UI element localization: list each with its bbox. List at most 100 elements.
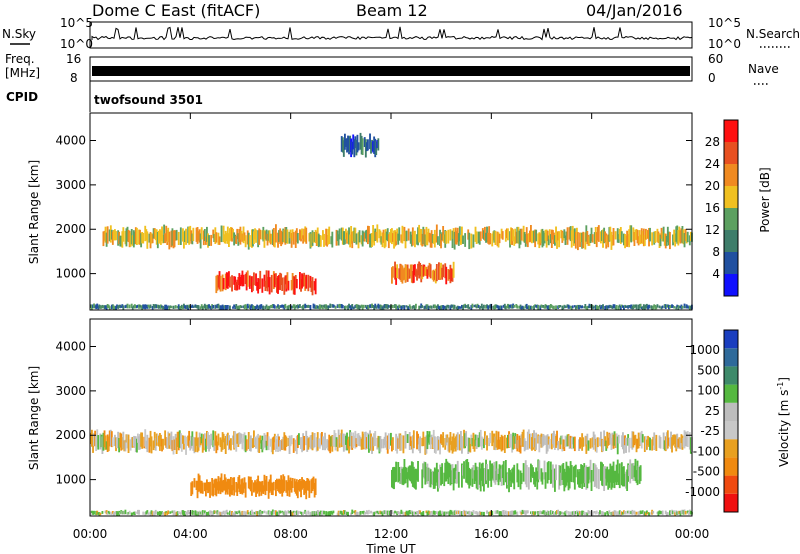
data-cell: [331, 231, 334, 248]
data-cell: [507, 228, 509, 241]
data-cell: [291, 511, 294, 517]
data-cell: [591, 437, 594, 448]
data-cell: [336, 230, 339, 242]
data-cell: [120, 510, 123, 514]
data-cell: [323, 304, 325, 308]
data-cell: [632, 463, 635, 481]
data-cell: [244, 235, 247, 248]
data-cell: [562, 439, 565, 450]
data-cell: [231, 485, 233, 496]
data-cell: [448, 270, 451, 280]
data-cell: [538, 511, 541, 515]
data-cell: [468, 510, 471, 515]
data-cell: [249, 435, 252, 452]
data-cell: [610, 466, 613, 490]
data-cell: [507, 511, 509, 515]
data-cell: [157, 511, 160, 515]
data-cell: [369, 430, 371, 449]
data-cell: [600, 231, 602, 244]
data-cell: [539, 233, 542, 246]
noise-left-top: 10^5: [60, 16, 93, 30]
data-cell: [450, 441, 453, 451]
data-cell: [225, 272, 228, 289]
data-cell: [649, 437, 651, 451]
data-cell: [212, 229, 215, 239]
data-cell: [340, 429, 343, 448]
data-cell: [636, 438, 639, 449]
data-cell: [639, 432, 642, 445]
data-cell: [559, 305, 562, 308]
data-cell: [466, 512, 469, 515]
data-cell: [317, 438, 320, 447]
data-cell: [371, 436, 373, 454]
data-cell: [180, 304, 183, 309]
data-cell: [430, 472, 433, 484]
data-cell: [601, 511, 603, 516]
data-cell: [492, 433, 495, 443]
data-cell: [313, 304, 316, 309]
data-cell: [352, 134, 355, 150]
data-cell: [623, 466, 625, 487]
data-cell: [537, 459, 540, 483]
data-cell: [159, 433, 161, 451]
data-cell: [142, 511, 145, 515]
data-cell: [281, 439, 284, 450]
data-cell: [573, 305, 576, 308]
data-cell: [350, 226, 353, 244]
data-cell: [273, 232, 276, 248]
freq-label: Freq.: [5, 52, 35, 66]
data-cell: [497, 232, 500, 248]
data-cell: [563, 439, 566, 451]
data-cell: [161, 305, 163, 308]
data-cell: [508, 304, 510, 309]
data-cell: [676, 433, 679, 449]
data-cell: [587, 305, 590, 309]
data-cell: [681, 435, 684, 450]
data-cell: [217, 433, 220, 446]
data-cell: [312, 511, 315, 516]
data-cell: [97, 435, 100, 450]
data-cell: [609, 304, 612, 308]
data-cell: [659, 510, 662, 515]
data-cell: [641, 306, 644, 310]
data-cell: [625, 437, 627, 453]
data-cell: [456, 432, 459, 451]
data-cell: [548, 439, 551, 449]
data-cell: [258, 305, 261, 309]
data-cell: [628, 465, 631, 477]
data-cell: [369, 133, 371, 150]
data-cell: [270, 234, 273, 244]
data-cell: [114, 229, 116, 241]
data-cell: [417, 433, 419, 445]
data-cell: [592, 306, 595, 309]
data-cell: [662, 226, 665, 242]
data-cell: [630, 511, 633, 515]
data-cell: [237, 510, 240, 514]
data-cell: [255, 273, 257, 286]
data-cell: [627, 463, 630, 482]
data-cell: [298, 511, 300, 514]
data-cell: [382, 438, 385, 449]
data-cell: [661, 305, 664, 309]
data-cell: [455, 434, 458, 448]
data-cell: [547, 436, 550, 445]
data-cell: [91, 429, 93, 447]
data-cell: [451, 436, 454, 454]
data-cell: [249, 276, 252, 287]
data-cell: [203, 303, 206, 308]
data-cell: [287, 510, 290, 514]
data-cell: [615, 305, 618, 310]
data-cell: [292, 510, 295, 514]
data-cell: [427, 305, 430, 310]
data-cell: [485, 232, 487, 243]
data-cell: [404, 466, 407, 484]
data-cell: [177, 511, 180, 514]
data-cell: [259, 435, 262, 444]
data-cell: [422, 226, 425, 245]
data-cell: [679, 305, 682, 309]
data-cell: [106, 304, 109, 308]
data-cell: [381, 511, 384, 516]
data-cell: [379, 510, 382, 515]
data-cell: [568, 468, 571, 489]
data-cell: [411, 271, 414, 284]
